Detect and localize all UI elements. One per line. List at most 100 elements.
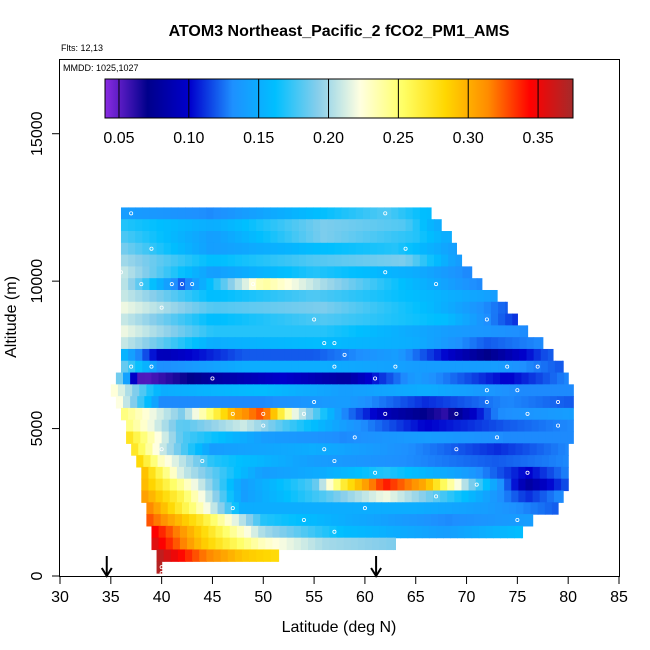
heatmap-cell — [258, 372, 266, 385]
heatmap-cell — [256, 266, 264, 279]
heatmap-cell — [135, 266, 143, 279]
heatmap-cell — [177, 407, 186, 421]
heatmap-cell — [532, 466, 541, 480]
heatmap-cell — [474, 419, 483, 433]
heatmap-cell — [384, 348, 392, 362]
heatmap-cell — [120, 207, 129, 220]
heatmap-cell — [348, 337, 357, 350]
heatmap-cell — [181, 502, 190, 515]
heatmap-cell — [154, 419, 163, 433]
heatmap-cell — [208, 537, 217, 551]
heatmap-cell — [120, 289, 129, 303]
heatmap-cell — [384, 207, 392, 220]
heatmap-cell — [366, 514, 375, 527]
heatmap-cell — [533, 360, 542, 374]
heatmap-band — [156, 549, 280, 562]
heatmap-cell — [249, 278, 257, 291]
heatmap-cell — [348, 348, 357, 362]
sample-point — [210, 376, 215, 381]
heatmap-cell — [545, 431, 554, 444]
heatmap-cell — [512, 348, 520, 362]
heatmap-cell — [156, 254, 165, 267]
heatmap-cell — [448, 231, 452, 244]
sample-point — [383, 211, 388, 216]
sample-point — [525, 470, 530, 475]
heatmap-cell — [537, 502, 546, 515]
heatmap-cell — [482, 466, 491, 480]
heatmap-cell — [376, 478, 384, 492]
heatmap-cell — [327, 301, 336, 315]
heatmap-cell — [281, 502, 290, 515]
heatmap-cell — [354, 490, 363, 503]
heatmap-cell — [492, 372, 501, 385]
heatmap-cell — [523, 384, 532, 397]
heatmap-cell — [298, 219, 307, 232]
heatmap-cell — [485, 372, 494, 385]
heatmap-cell — [245, 502, 254, 515]
heatmap-cell — [295, 502, 304, 515]
heatmap-cell — [344, 443, 353, 456]
heatmap-cell — [436, 396, 444, 409]
heatmap-cell — [165, 372, 174, 385]
heatmap-cell — [320, 407, 328, 421]
heatmap-cell — [486, 443, 495, 456]
heatmap-cell — [199, 207, 207, 220]
heatmap-cell — [240, 478, 249, 492]
heatmap-cell — [462, 348, 471, 362]
heatmap-cell — [234, 549, 243, 562]
heatmap-cell — [379, 537, 387, 551]
heatmap-cell — [142, 242, 151, 256]
heatmap-cell — [519, 360, 528, 374]
heatmap-cell — [149, 407, 158, 421]
sample-point — [129, 364, 134, 369]
heatmap-cell — [425, 466, 434, 480]
heatmap-cell — [475, 490, 484, 503]
heatmap-cell — [336, 525, 345, 539]
heatmap-cell — [498, 348, 506, 362]
heatmap-cell — [277, 549, 280, 562]
heatmap-cell — [120, 313, 129, 326]
heatmap-cell — [421, 372, 430, 385]
sample-point — [261, 411, 266, 416]
heatmap-cell — [565, 443, 569, 456]
heatmap-cell — [450, 396, 458, 409]
heatmap-cell — [555, 455, 564, 468]
heatmap-cell — [357, 525, 366, 539]
heatmap-cell — [327, 407, 336, 421]
heatmap-cell — [488, 419, 497, 433]
y-tick-label: 5000 — [29, 411, 46, 447]
heatmap-cell — [359, 514, 368, 527]
heatmap-cell — [310, 384, 318, 397]
heatmap-cell — [504, 478, 512, 492]
heatmap-cell — [291, 278, 300, 291]
heatmap-cell — [561, 478, 569, 492]
heatmap-cell — [322, 372, 330, 385]
heatmap-cell — [185, 207, 193, 220]
heatmap-cell — [194, 525, 202, 539]
heatmap-cell — [369, 254, 378, 267]
heatmap-cell — [400, 396, 409, 409]
heatmap-cell — [391, 231, 400, 244]
heatmap-cell — [405, 207, 414, 220]
heatmap-cell — [135, 207, 143, 220]
heatmap-cell — [187, 372, 195, 385]
heatmap-cell — [301, 443, 310, 456]
heatmap-cell — [498, 407, 506, 421]
heatmap-cell — [227, 325, 236, 338]
heatmap-cell — [471, 396, 480, 409]
heatmap-cell — [470, 455, 479, 468]
heatmap-cell — [283, 478, 292, 492]
heatmap-cell — [355, 231, 364, 244]
heatmap-cell — [366, 502, 375, 515]
heatmap-cell — [206, 407, 215, 421]
heatmap-cell — [521, 525, 524, 539]
heatmap-cell — [355, 219, 364, 232]
heatmap-cell — [293, 396, 302, 409]
heatmap-cell — [464, 396, 473, 409]
heatmap-cell — [377, 219, 385, 232]
heatmap-cell — [206, 549, 215, 562]
heatmap-cell — [362, 231, 371, 244]
heatmap-cell — [284, 301, 293, 315]
sample-point — [159, 305, 164, 310]
heatmap-cell — [270, 407, 279, 421]
